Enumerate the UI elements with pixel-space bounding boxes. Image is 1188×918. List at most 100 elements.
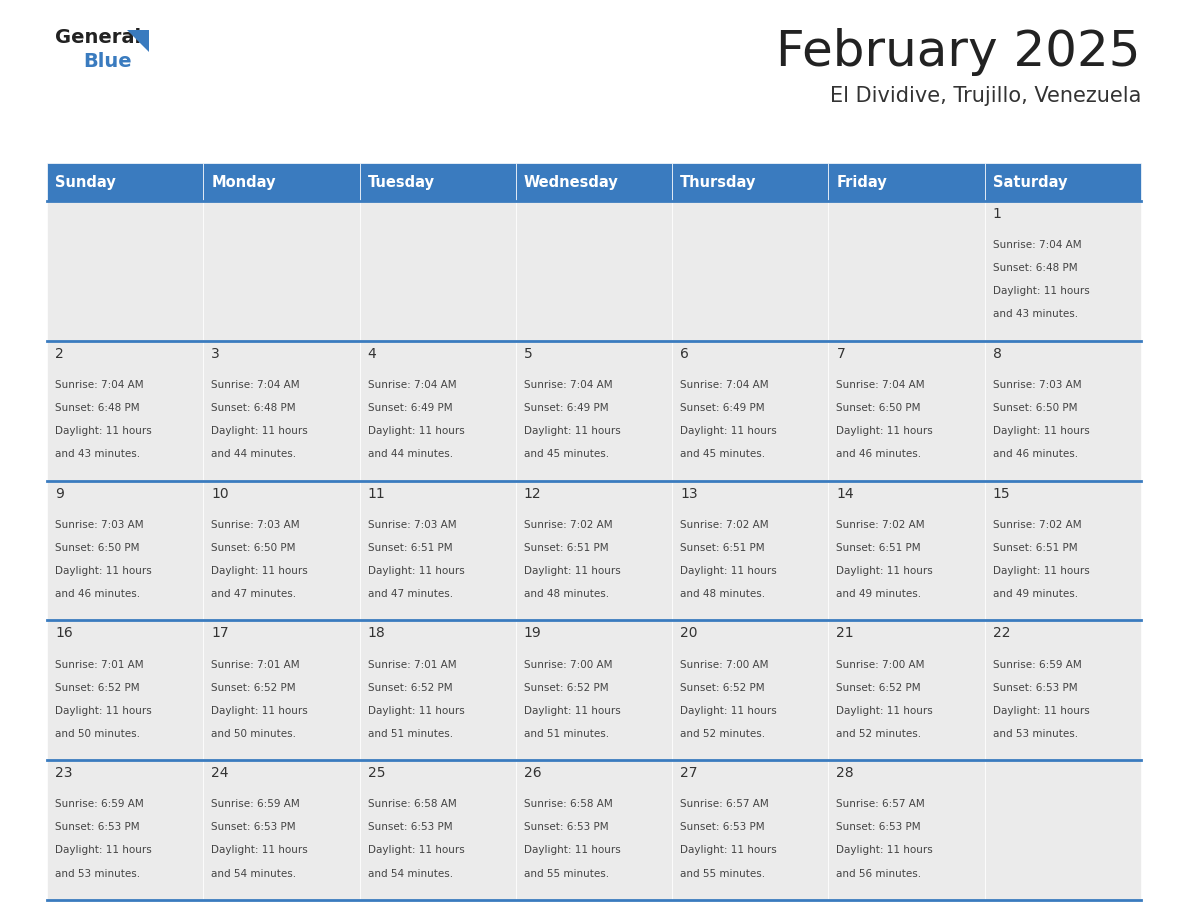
Text: Sunrise: 6:59 AM: Sunrise: 6:59 AM <box>55 800 144 810</box>
Text: Daylight: 11 hours: Daylight: 11 hours <box>836 845 934 856</box>
Bar <box>516 163 672 201</box>
Text: Daylight: 11 hours: Daylight: 11 hours <box>55 706 152 716</box>
Text: 11: 11 <box>367 487 385 500</box>
Text: Sunrise: 7:00 AM: Sunrise: 7:00 AM <box>836 659 925 669</box>
Text: Sunset: 6:52 PM: Sunset: 6:52 PM <box>55 683 140 692</box>
Text: Sunset: 6:48 PM: Sunset: 6:48 PM <box>55 403 140 413</box>
Bar <box>985 163 1140 201</box>
Text: 10: 10 <box>211 487 229 500</box>
Text: and 55 minutes.: and 55 minutes. <box>681 868 765 879</box>
Text: Sunset: 6:50 PM: Sunset: 6:50 PM <box>55 543 139 553</box>
Bar <box>828 621 985 760</box>
Text: Daylight: 11 hours: Daylight: 11 hours <box>524 706 620 716</box>
Text: 22: 22 <box>993 626 1010 641</box>
Text: Daylight: 11 hours: Daylight: 11 hours <box>681 426 777 436</box>
Text: and 51 minutes.: and 51 minutes. <box>524 729 609 739</box>
Text: 2: 2 <box>55 347 64 361</box>
Text: Sunrise: 7:04 AM: Sunrise: 7:04 AM <box>524 380 613 390</box>
Bar <box>203 481 360 621</box>
Bar <box>672 481 828 621</box>
Text: Sunrise: 7:04 AM: Sunrise: 7:04 AM <box>993 241 1081 250</box>
Bar <box>985 481 1140 621</box>
Text: and 46 minutes.: and 46 minutes. <box>993 449 1078 459</box>
Text: Sunset: 6:51 PM: Sunset: 6:51 PM <box>524 543 608 553</box>
Text: Sunset: 6:53 PM: Sunset: 6:53 PM <box>367 823 453 833</box>
Text: and 48 minutes.: and 48 minutes. <box>681 589 765 599</box>
Text: 1: 1 <box>993 207 1001 221</box>
Bar <box>672 760 828 900</box>
Text: Sunrise: 7:04 AM: Sunrise: 7:04 AM <box>836 380 925 390</box>
Bar <box>203 201 360 341</box>
Text: Daylight: 11 hours: Daylight: 11 hours <box>211 845 308 856</box>
Bar <box>360 201 516 341</box>
Text: 24: 24 <box>211 767 229 780</box>
Text: Sunrise: 7:04 AM: Sunrise: 7:04 AM <box>681 380 769 390</box>
Bar <box>672 201 828 341</box>
Text: and 44 minutes.: and 44 minutes. <box>367 449 453 459</box>
Text: 5: 5 <box>524 347 532 361</box>
Text: Sunset: 6:50 PM: Sunset: 6:50 PM <box>211 543 296 553</box>
Bar <box>828 481 985 621</box>
Bar <box>828 760 985 900</box>
Text: Sunrise: 7:01 AM: Sunrise: 7:01 AM <box>55 659 144 669</box>
Text: Sunrise: 7:02 AM: Sunrise: 7:02 AM <box>524 520 613 530</box>
Bar <box>48 481 203 621</box>
Bar <box>828 163 985 201</box>
Text: and 47 minutes.: and 47 minutes. <box>367 589 453 599</box>
Text: Daylight: 11 hours: Daylight: 11 hours <box>55 426 152 436</box>
Bar <box>672 621 828 760</box>
Text: Sunrise: 6:58 AM: Sunrise: 6:58 AM <box>367 800 456 810</box>
Text: and 44 minutes.: and 44 minutes. <box>211 449 297 459</box>
Bar <box>48 760 203 900</box>
Text: 14: 14 <box>836 487 854 500</box>
Text: Daylight: 11 hours: Daylight: 11 hours <box>367 565 465 576</box>
Bar <box>360 481 516 621</box>
Text: Sunset: 6:52 PM: Sunset: 6:52 PM <box>836 683 921 692</box>
Bar <box>672 341 828 481</box>
Text: Sunset: 6:53 PM: Sunset: 6:53 PM <box>211 823 296 833</box>
Text: Sunrise: 7:02 AM: Sunrise: 7:02 AM <box>681 520 769 530</box>
Text: Daylight: 11 hours: Daylight: 11 hours <box>55 565 152 576</box>
Text: and 43 minutes.: and 43 minutes. <box>55 449 140 459</box>
Text: and 46 minutes.: and 46 minutes. <box>836 449 922 459</box>
Bar <box>203 163 360 201</box>
Text: and 53 minutes.: and 53 minutes. <box>55 868 140 879</box>
Text: Sunrise: 7:02 AM: Sunrise: 7:02 AM <box>993 520 1081 530</box>
Text: and 50 minutes.: and 50 minutes. <box>211 729 296 739</box>
Text: and 51 minutes.: and 51 minutes. <box>367 729 453 739</box>
Text: Daylight: 11 hours: Daylight: 11 hours <box>367 845 465 856</box>
Text: Daylight: 11 hours: Daylight: 11 hours <box>211 565 308 576</box>
Text: Tuesday: Tuesday <box>367 174 435 189</box>
Text: and 52 minutes.: and 52 minutes. <box>681 729 765 739</box>
Bar <box>516 201 672 341</box>
Text: Daylight: 11 hours: Daylight: 11 hours <box>367 706 465 716</box>
Bar <box>203 621 360 760</box>
Bar <box>360 163 516 201</box>
Bar <box>360 341 516 481</box>
Text: Daylight: 11 hours: Daylight: 11 hours <box>681 706 777 716</box>
Text: 6: 6 <box>681 347 689 361</box>
Text: Sunrise: 7:03 AM: Sunrise: 7:03 AM <box>993 380 1081 390</box>
Text: Daylight: 11 hours: Daylight: 11 hours <box>993 286 1089 297</box>
Text: Sunset: 6:53 PM: Sunset: 6:53 PM <box>55 823 140 833</box>
Bar <box>48 621 203 760</box>
Text: Daylight: 11 hours: Daylight: 11 hours <box>524 565 620 576</box>
Text: Sunrise: 7:00 AM: Sunrise: 7:00 AM <box>524 659 612 669</box>
Text: Daylight: 11 hours: Daylight: 11 hours <box>993 565 1089 576</box>
Bar <box>985 201 1140 341</box>
Text: Daylight: 11 hours: Daylight: 11 hours <box>681 565 777 576</box>
Text: Daylight: 11 hours: Daylight: 11 hours <box>836 565 934 576</box>
Text: 23: 23 <box>55 767 72 780</box>
Bar <box>48 163 203 201</box>
Bar <box>516 341 672 481</box>
Text: and 43 minutes.: and 43 minutes. <box>993 309 1078 319</box>
Text: Daylight: 11 hours: Daylight: 11 hours <box>993 426 1089 436</box>
Text: Sunrise: 7:03 AM: Sunrise: 7:03 AM <box>367 520 456 530</box>
Text: and 45 minutes.: and 45 minutes. <box>524 449 609 459</box>
Text: Sunrise: 7:04 AM: Sunrise: 7:04 AM <box>367 380 456 390</box>
Text: Sunset: 6:53 PM: Sunset: 6:53 PM <box>993 683 1078 692</box>
Text: and 55 minutes.: and 55 minutes. <box>524 868 609 879</box>
Text: Daylight: 11 hours: Daylight: 11 hours <box>211 706 308 716</box>
Bar <box>516 481 672 621</box>
Bar <box>360 760 516 900</box>
